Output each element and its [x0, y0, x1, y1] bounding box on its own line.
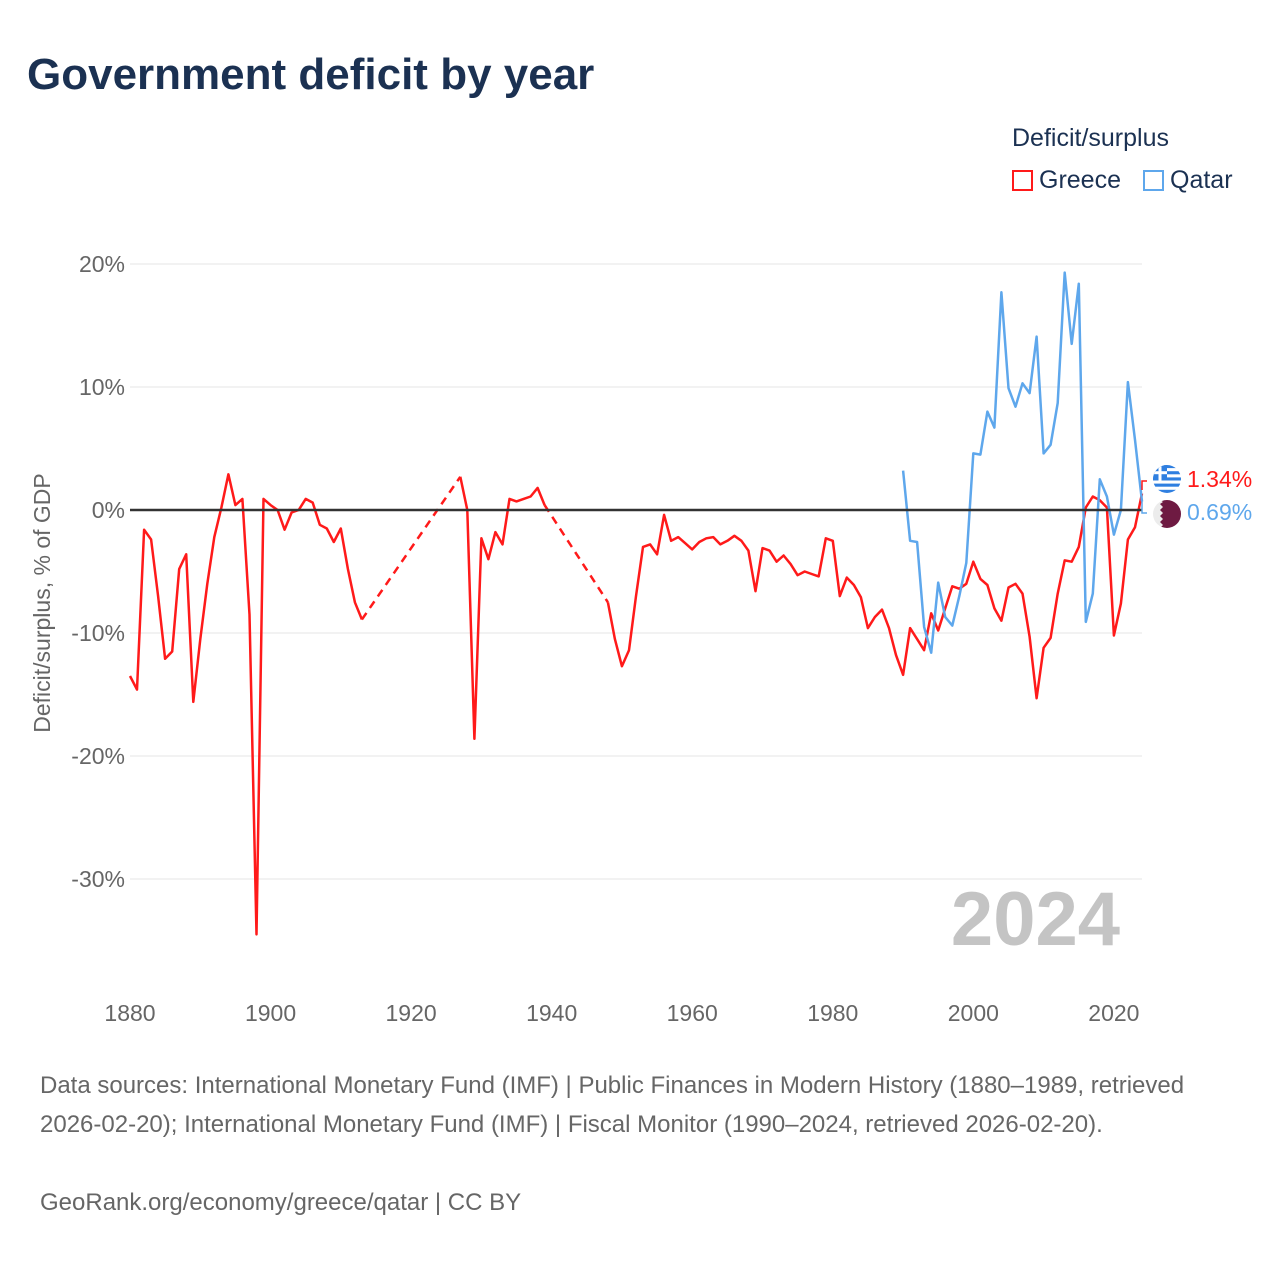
x-tick-label: 1900 [245, 1000, 296, 1026]
series-line-qatar [901, 271, 1144, 654]
x-tick-label: 1880 [104, 1000, 155, 1026]
legend-swatch-greece [1012, 170, 1033, 191]
legend-title: Deficit/surplus [1012, 124, 1169, 152]
y-tick-label: -20% [71, 743, 125, 769]
x-tick-label: 2020 [1088, 1000, 1139, 1026]
greece-label-connector [1141, 480, 1147, 490]
x-tick-label: 1920 [386, 1000, 437, 1026]
legend-swatch-qatar [1143, 170, 1164, 191]
qatar-flag-icon [1153, 500, 1181, 528]
y-tick-label: 0% [92, 497, 125, 523]
y-tick-label: 20% [79, 251, 125, 277]
legend-label-greece: Greece [1039, 166, 1121, 194]
legend-item-greece[interactable]: Greece [1012, 166, 1121, 195]
footer-sources: Data sources: International Monetary Fun… [40, 1072, 1185, 1138]
series-line-greece [459, 476, 546, 741]
y-tick-label: -30% [71, 866, 125, 892]
footer-credit[interactable]: GeoRank.org/economy/greece/qatar | CC BY [40, 1189, 522, 1216]
x-tick-label: 1940 [526, 1000, 577, 1026]
series-gap-greece [543, 504, 609, 603]
legend-item-qatar[interactable]: Qatar [1143, 166, 1233, 195]
x-tick-label: 1980 [807, 1000, 858, 1026]
series-gap-greece [360, 476, 462, 621]
chart-plot: 20% 10% 0% -10% -20% -30% 1880 1900 1920 1940 196… [29, 251, 1252, 1026]
series-greece [128, 473, 1144, 936]
series-line-greece [606, 493, 1144, 700]
series-line-greece [128, 473, 364, 936]
year-watermark: 2024 [951, 877, 1120, 962]
x-tick-label: 1960 [667, 1000, 718, 1026]
chart-title: Government deficit by year [27, 50, 595, 99]
qatar-label-connector [1141, 500, 1147, 514]
qatar-end-value: 0.69% [1187, 499, 1252, 525]
y-tick-label: 10% [79, 374, 125, 400]
legend-label-qatar: Qatar [1170, 166, 1233, 194]
greece-flag-icon [1153, 465, 1181, 493]
greece-end-value: 1.34% [1187, 466, 1252, 492]
y-axis-label: Deficit/surplus, % of GDP [29, 473, 55, 732]
x-tick-label: 2000 [948, 1000, 999, 1026]
y-tick-label: -10% [71, 620, 125, 646]
series-qatar [901, 271, 1144, 654]
